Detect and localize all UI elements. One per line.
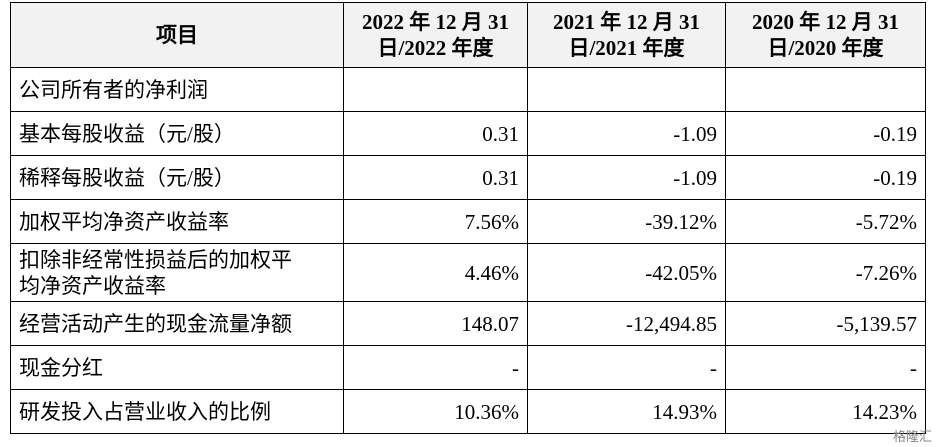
cell-line: 加权平均净资产收益率 bbox=[19, 209, 229, 234]
cell-line: 2020 年 12 月 31 bbox=[752, 10, 899, 34]
cell-line: 现金分红 bbox=[19, 355, 103, 380]
cell-line: 2021 年 12 月 31 bbox=[553, 10, 700, 34]
value-cell: - bbox=[343, 345, 528, 390]
row-label: 基本每股收益（元/股） bbox=[10, 111, 344, 156]
cell-line: 日/2020 年度 bbox=[767, 36, 884, 60]
table-row: 现金分红 - - - bbox=[10, 345, 926, 390]
cell-line: 公司所有者的净利润 bbox=[19, 77, 208, 102]
value-cell: 14.93% bbox=[527, 389, 726, 434]
value-cell: 7.56% bbox=[343, 199, 528, 244]
table-row: 经营活动产生的现金流量净额 148.07 -12,494.85 -5,139.57 bbox=[10, 301, 926, 346]
cell-line: 日/2021 年度 bbox=[568, 36, 685, 60]
row-label: 稀释每股收益（元/股） bbox=[10, 155, 344, 200]
header-cell: 2022 年 12 月 31 日/2022 年度 bbox=[343, 2, 528, 68]
value-cell: - bbox=[725, 345, 926, 390]
row-label: 扣除非经常性损益后的加权平 均净资产收益率 bbox=[10, 243, 344, 302]
cell-line: 均净资产收益率 bbox=[19, 273, 166, 298]
value-cell: -42.05% bbox=[527, 243, 726, 302]
row-label: 经营活动产生的现金流量净额 bbox=[10, 301, 344, 346]
cell-line: 2022 年 12 月 31 bbox=[362, 10, 509, 34]
cell-line: 研发投入占营业收入的比例 bbox=[19, 399, 271, 424]
value-cell bbox=[343, 67, 528, 112]
row-label: 公司所有者的净利润 bbox=[10, 67, 344, 112]
row-label: 加权平均净资产收益率 bbox=[10, 199, 344, 244]
value-cell: -12,494.85 bbox=[527, 301, 726, 346]
value-cell: 10.36% bbox=[343, 389, 528, 434]
value-cell: 0.31 bbox=[343, 155, 528, 200]
value-cell: -0.19 bbox=[725, 155, 926, 200]
table-row: 扣除非经常性损益后的加权平 均净资产收益率 4.46% -42.05% -7.26% bbox=[10, 243, 926, 302]
value-cell bbox=[725, 67, 926, 112]
cell-line: 日/2022 年度 bbox=[377, 36, 494, 60]
cell-line: 扣除非经常性损益后的加权平 bbox=[19, 247, 292, 272]
value-cell: -39.12% bbox=[527, 199, 726, 244]
cell-line: 项目 bbox=[156, 23, 198, 47]
table-row: 加权平均净资产收益率 7.56% -39.12% -5.72% bbox=[10, 199, 926, 244]
row-label: 现金分红 bbox=[10, 345, 344, 390]
row-label: 研发投入占营业收入的比例 bbox=[10, 389, 344, 434]
table-body: 公司所有者的净利润 基本每股收益（元/股） 0.31 -1.09 -0.19 稀释每股收益… bbox=[10, 67, 926, 434]
value-cell: 0.31 bbox=[343, 111, 528, 156]
table-row: 研发投入占营业收入的比例 10.36% 14.93% 14.23% bbox=[10, 389, 926, 434]
watermark: 格隆汇 bbox=[892, 430, 932, 445]
value-cell: 4.46% bbox=[343, 243, 528, 302]
value-cell: -7.26% bbox=[725, 243, 926, 302]
table-row: 稀释每股收益（元/股） 0.31 -1.09 -0.19 bbox=[10, 155, 926, 200]
value-cell: -0.19 bbox=[725, 111, 926, 156]
header-row: 项目 2022 年 12 月 31 日/2022 年度 2021 年 12 月 31 日… bbox=[10, 2, 926, 68]
header-cell: 2020 年 12 月 31 日/2020 年度 bbox=[725, 2, 926, 68]
header-cell: 项目 bbox=[10, 2, 344, 68]
cell-line: 基本每股收益（元/股） bbox=[19, 121, 235, 146]
value-cell: -1.09 bbox=[527, 155, 726, 200]
table-row: 基本每股收益（元/股） 0.31 -1.09 -0.19 bbox=[10, 111, 926, 156]
table-row: 公司所有者的净利润 bbox=[10, 67, 926, 112]
value-cell: 14.23% bbox=[725, 389, 926, 434]
header-cell: 2021 年 12 月 31 日/2021 年度 bbox=[527, 2, 726, 68]
value-cell: - bbox=[527, 345, 726, 390]
value-cell bbox=[527, 67, 726, 112]
value-cell: -5.72% bbox=[725, 199, 926, 244]
cell-line: 经营活动产生的现金流量净额 bbox=[19, 311, 292, 336]
value-cell: -5,139.57 bbox=[725, 301, 926, 346]
cell-line: 稀释每股收益（元/股） bbox=[19, 165, 235, 190]
value-cell: 148.07 bbox=[343, 301, 528, 346]
value-cell: -1.09 bbox=[527, 111, 726, 156]
financial-table: 项目 2022 年 12 月 31 日/2022 年度 2021 年 12 月 31 日… bbox=[10, 2, 926, 434]
